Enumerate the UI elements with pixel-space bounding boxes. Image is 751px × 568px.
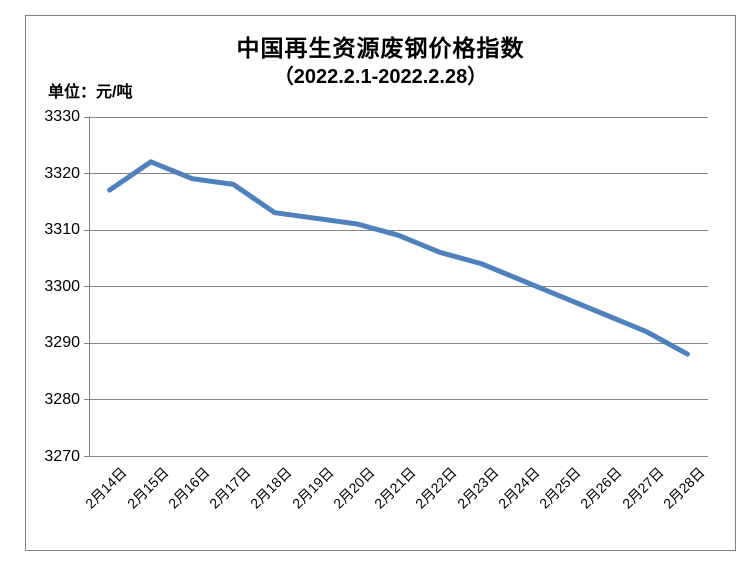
price-line bbox=[107, 159, 690, 357]
x-tick-label: 2月26日 bbox=[577, 464, 626, 512]
y-tick-label: 3270 bbox=[44, 447, 80, 465]
unit-label: 单位：元/吨 bbox=[48, 84, 133, 101]
x-tick-label: 2月19日 bbox=[288, 464, 337, 512]
y-tick-label: 3280 bbox=[44, 390, 80, 408]
x-tick-label: 2月20日 bbox=[329, 464, 378, 512]
x-tick-label: 2月28日 bbox=[660, 464, 708, 512]
x-tick-label: 2月21日 bbox=[371, 464, 419, 512]
chart-subtitle: （2022.2.1-2022.2.28） bbox=[273, 66, 488, 88]
x-tick-label: 2月17日 bbox=[206, 464, 254, 512]
x-tick-label: 2月27日 bbox=[618, 464, 667, 512]
x-tick-label: 2月16日 bbox=[164, 464, 213, 512]
x-tick-label: 2月14日 bbox=[82, 464, 130, 512]
y-tick-label: 3290 bbox=[44, 334, 80, 352]
chart-container: 中国再生资源废钢价格指数 （2022.2.1-2022.2.28） 单位：元/吨… bbox=[25, 15, 736, 551]
y-tick-label: 3300 bbox=[44, 277, 80, 295]
y-tick-label: 3310 bbox=[44, 221, 80, 239]
x-tick-label: 2月15日 bbox=[123, 464, 172, 512]
x-tick-label: 2月22日 bbox=[412, 464, 461, 512]
x-tick-label: 2月25日 bbox=[536, 464, 584, 512]
y-tick-label: 3320 bbox=[44, 164, 80, 182]
chart-title: 中国再生资源废钢价格指数 bbox=[236, 35, 525, 61]
x-tick-label: 2月23日 bbox=[453, 464, 502, 512]
y-tick-label: 3330 bbox=[44, 108, 80, 125]
plot-area bbox=[84, 116, 708, 457]
x-tick-label: 2月18日 bbox=[247, 464, 296, 512]
x-tick-label: 2月24日 bbox=[494, 464, 543, 512]
